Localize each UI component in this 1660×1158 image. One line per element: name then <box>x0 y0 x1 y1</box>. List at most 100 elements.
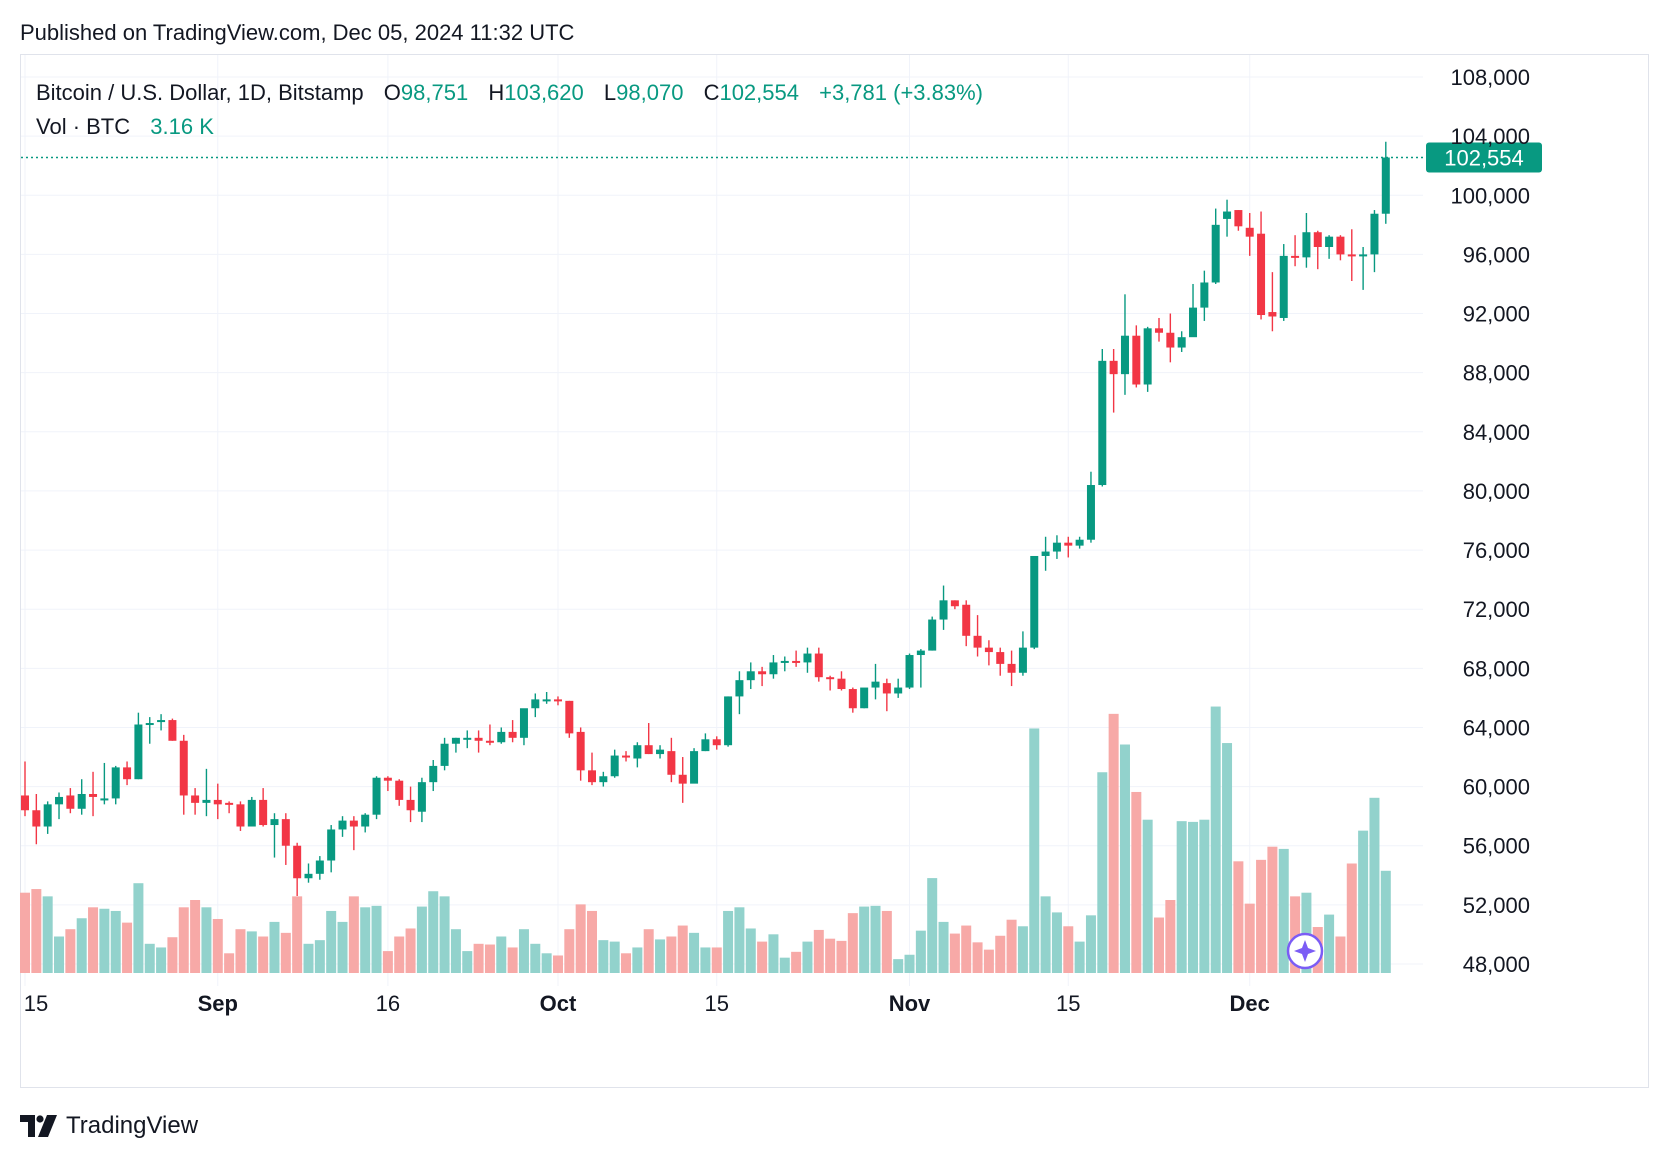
candle[interactable] <box>1018 631 1027 676</box>
candle[interactable] <box>1347 229 1356 282</box>
candle[interactable] <box>553 696 562 706</box>
candle[interactable] <box>531 693 540 718</box>
candle[interactable] <box>179 734 188 815</box>
candle[interactable] <box>304 863 313 883</box>
candle[interactable] <box>610 749 619 778</box>
candle[interactable] <box>395 779 404 806</box>
candle[interactable] <box>928 616 937 651</box>
candle[interactable] <box>622 751 631 762</box>
candle[interactable] <box>1075 536 1084 549</box>
candle[interactable] <box>202 768 211 817</box>
candle[interactable] <box>1336 235 1345 261</box>
candle[interactable] <box>100 762 109 805</box>
candle[interactable] <box>1189 283 1198 338</box>
candle[interactable] <box>667 737 676 783</box>
candle[interactable] <box>848 687 857 713</box>
candle[interactable] <box>1257 211 1266 320</box>
candle[interactable] <box>939 585 948 630</box>
sparkle-icon[interactable] <box>1286 932 1324 970</box>
candle[interactable] <box>1279 244 1288 321</box>
candle[interactable] <box>1268 272 1277 332</box>
candle[interactable] <box>406 786 415 823</box>
candle[interactable] <box>1143 326 1152 392</box>
candle[interactable] <box>792 650 801 667</box>
candle[interactable] <box>973 615 982 657</box>
candle[interactable] <box>712 736 721 750</box>
candle[interactable] <box>962 600 971 647</box>
candle[interactable] <box>1325 235 1334 259</box>
candle[interactable] <box>270 813 279 858</box>
candle[interactable] <box>77 779 86 815</box>
candle[interactable] <box>882 678 891 712</box>
candle[interactable] <box>463 730 472 749</box>
candle[interactable] <box>1200 270 1209 321</box>
candle[interactable] <box>1291 235 1300 267</box>
candle[interactable] <box>1223 199 1232 237</box>
candle[interactable] <box>372 776 381 820</box>
candle[interactable] <box>746 662 755 690</box>
candle[interactable] <box>349 816 358 851</box>
candle[interactable] <box>1064 536 1073 558</box>
candle[interactable] <box>916 649 925 688</box>
candle[interactable] <box>338 816 347 837</box>
candle[interactable] <box>327 825 336 873</box>
candle[interactable] <box>814 647 823 682</box>
candle[interactable] <box>519 708 528 746</box>
candle[interactable] <box>758 666 767 687</box>
candle[interactable] <box>1132 325 1141 388</box>
candle[interactable] <box>1109 349 1118 413</box>
candle[interactable] <box>1177 331 1186 352</box>
candle[interactable] <box>1155 317 1163 342</box>
footer-brand[interactable]: TradingView <box>20 1112 198 1140</box>
candle[interactable] <box>1245 213 1254 256</box>
candle[interactable] <box>361 813 370 833</box>
candle[interactable] <box>451 737 460 753</box>
candle[interactable] <box>259 788 268 827</box>
candle[interactable] <box>1120 294 1129 395</box>
candle[interactable] <box>429 759 438 792</box>
candle[interactable] <box>633 742 642 768</box>
candle[interactable] <box>474 730 483 753</box>
candle[interactable] <box>1381 141 1390 224</box>
candle[interactable] <box>213 783 222 820</box>
candle[interactable] <box>837 671 846 691</box>
candle[interactable] <box>21 761 29 817</box>
candle[interactable] <box>247 796 256 827</box>
candle[interactable] <box>1166 313 1175 363</box>
candle[interactable] <box>89 771 98 817</box>
symbol-label[interactable]: Bitcoin / U.S. Dollar, 1D, Bitstamp <box>36 80 364 105</box>
candle[interactable] <box>440 737 449 771</box>
candle[interactable] <box>157 714 166 731</box>
candle[interactable] <box>1098 349 1107 487</box>
candle[interactable] <box>134 712 143 780</box>
candle[interactable] <box>565 700 574 738</box>
candle[interactable] <box>497 727 506 744</box>
candle[interactable] <box>644 723 653 755</box>
volume-label[interactable]: Vol · BTC <box>36 114 131 139</box>
candle[interactable] <box>1211 208 1220 284</box>
candle[interactable] <box>599 771 608 787</box>
candle[interactable] <box>542 691 551 704</box>
candle[interactable] <box>315 856 324 880</box>
candle[interactable] <box>1052 535 1061 559</box>
candle[interactable] <box>43 801 52 834</box>
candle[interactable] <box>111 765 120 805</box>
candle[interactable] <box>860 687 869 709</box>
candle[interactable] <box>236 801 245 831</box>
candle[interactable] <box>1359 247 1368 290</box>
candle[interactable] <box>293 842 302 896</box>
candle[interactable] <box>780 656 789 672</box>
candle[interactable] <box>724 696 733 747</box>
candle[interactable] <box>701 733 710 752</box>
candle[interactable] <box>168 718 177 741</box>
candle[interactable] <box>996 647 1005 676</box>
candle[interactable] <box>678 757 687 803</box>
candle[interactable] <box>588 752 596 786</box>
candle[interactable] <box>871 663 880 700</box>
candle[interactable] <box>383 776 392 792</box>
candle[interactable] <box>1007 650 1016 687</box>
candle[interactable] <box>656 745 665 759</box>
candle[interactable] <box>769 655 778 679</box>
candle[interactable] <box>281 813 290 865</box>
